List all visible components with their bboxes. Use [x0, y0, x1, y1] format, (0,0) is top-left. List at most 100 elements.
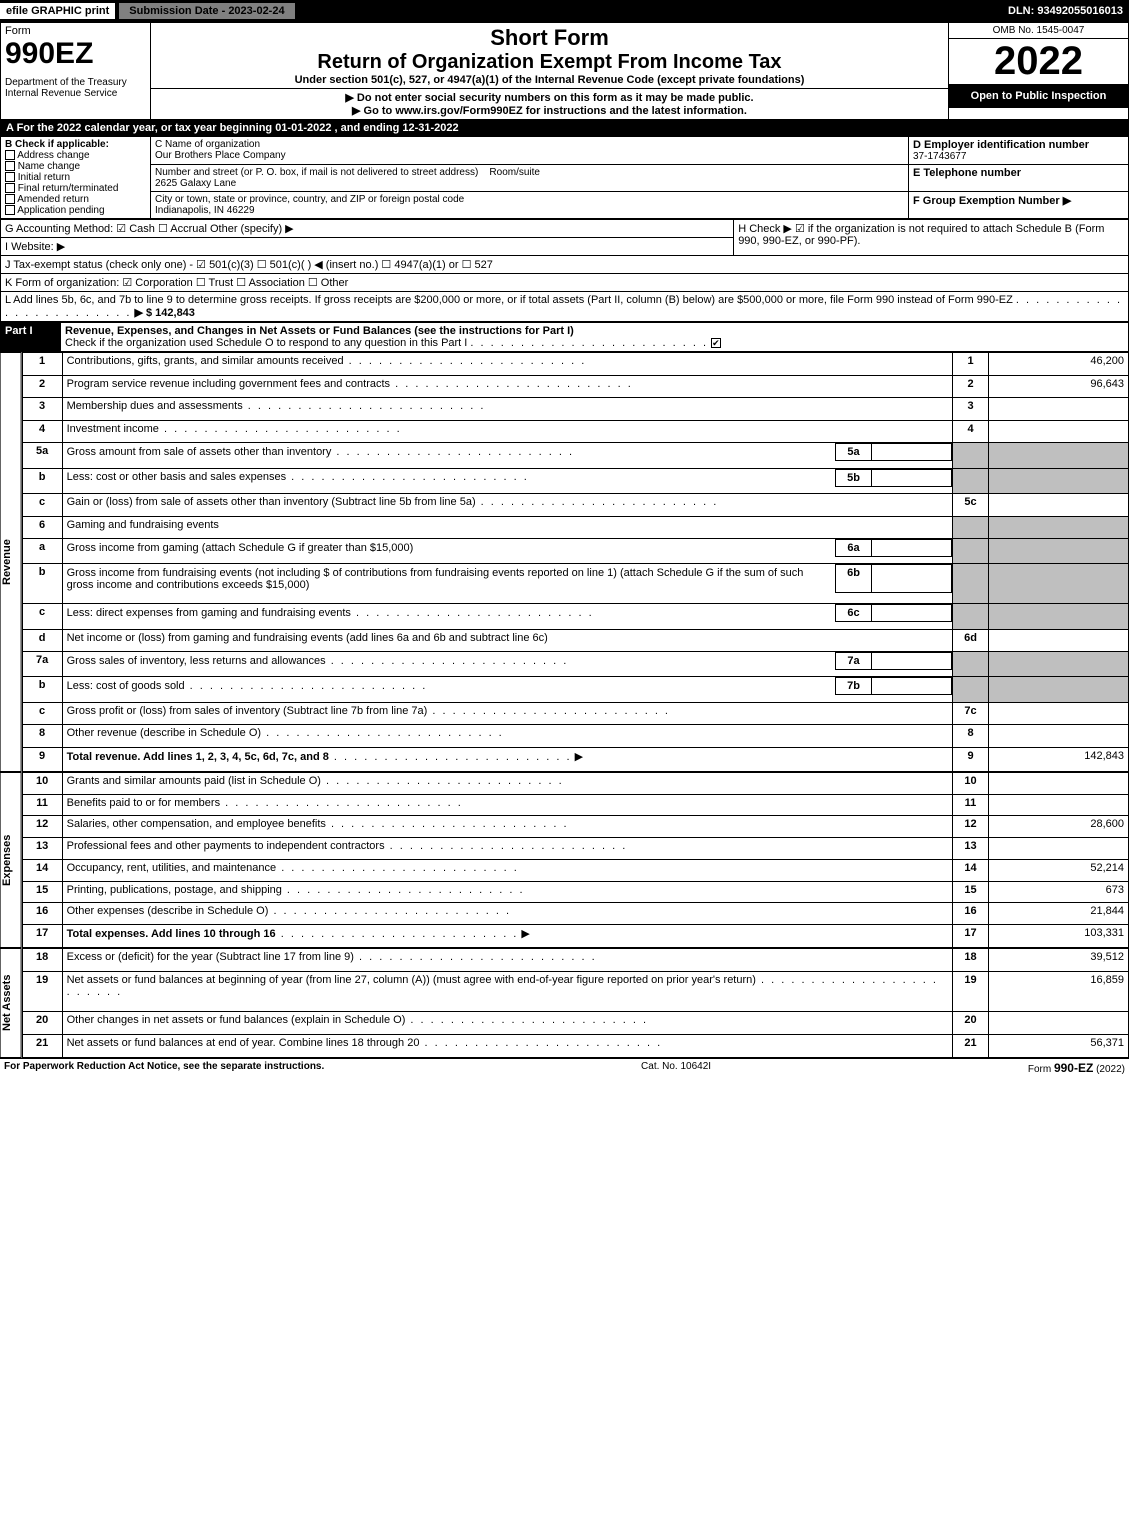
line-5b-sub: 5b [836, 469, 872, 486]
dln-label: DLN: 93492055016013 [1008, 5, 1129, 17]
line-13-val [989, 838, 1129, 860]
form-number: 990EZ [5, 37, 146, 71]
line-21-desc: Net assets or fund balances at end of ye… [67, 1037, 420, 1049]
form-id-cell: Form 990EZ Department of the Treasury In… [1, 23, 151, 120]
line-9-val: 142,843 [989, 747, 1129, 771]
line-5b-desc: Less: cost or other basis and sales expe… [67, 471, 287, 483]
section-c-name: C Name of organization Our Brothers Plac… [151, 137, 909, 165]
line-15-desc: Printing, publications, postage, and shi… [67, 884, 282, 896]
room-label: Room/suite [489, 167, 540, 178]
line-11-desc: Benefits paid to or for members [67, 797, 220, 809]
header-table: Form 990EZ Department of the Treasury In… [0, 22, 1129, 120]
line-6a-desc: Gross income from gaming (attach Schedul… [67, 542, 414, 554]
line-3-val [989, 398, 1129, 421]
section-d: D Employer identification number 37-1743… [909, 137, 1129, 165]
line-14-desc: Occupancy, rent, utilities, and maintena… [67, 862, 277, 874]
footer-left: For Paperwork Reduction Act Notice, see … [4, 1061, 324, 1075]
section-h: H Check ▶ ☑ if the organization is not r… [734, 220, 1129, 256]
netassets-label: Net Assets [0, 948, 22, 1058]
line-2-desc: Program service revenue including govern… [67, 378, 390, 390]
line-2-val: 96,643 [989, 375, 1129, 398]
group-label: F Group Exemption Number ▶ [913, 195, 1071, 207]
line-17-desc: Total expenses. Add lines 10 through 16 [67, 928, 276, 940]
street-label: Number and street (or P. O. box, if mail… [155, 167, 478, 178]
line-20-val [989, 1011, 1129, 1034]
top-bar: efile GRAPHIC print Submission Date - 20… [0, 0, 1129, 22]
line-18-val: 39,512 [989, 949, 1129, 972]
line-10-val [989, 773, 1129, 795]
org-name: Our Brothers Place Company [155, 150, 904, 161]
line-8-desc: Other revenue (describe in Schedule O) [67, 727, 261, 739]
line-12-val: 28,600 [989, 816, 1129, 838]
part1-label: Part I [1, 323, 61, 352]
section-f: F Group Exemption Number ▶ [909, 192, 1129, 219]
line-6c-sub: 6c [836, 605, 872, 622]
section-l: L Add lines 5b, 6c, and 7b to line 9 to … [1, 292, 1129, 322]
check-name[interactable]: Name change [5, 161, 146, 172]
line-7c-val [989, 702, 1129, 725]
line-3-desc: Membership dues and assessments [67, 400, 243, 412]
line-7c-rnum: 7c [953, 702, 989, 725]
goto-link[interactable]: ▶ Go to www.irs.gov/Form990EZ for instru… [155, 104, 944, 117]
line-20-desc: Other changes in net assets or fund bala… [67, 1014, 406, 1026]
line-6a-sub: 6a [836, 540, 872, 557]
under-section: Under section 501(c), 527, or 4947(a)(1)… [155, 74, 944, 86]
check-final[interactable]: Final return/terminated [5, 183, 146, 194]
expense-lines: 10Grants and similar amounts paid (list … [22, 772, 1129, 948]
line-9-desc: Total revenue. Add lines 1, 2, 3, 4, 5c,… [67, 751, 329, 763]
section-b: B Check if applicable: Address change Na… [1, 137, 151, 219]
line-21-val: 56,371 [989, 1034, 1129, 1057]
line-15-val: 673 [989, 881, 1129, 903]
phone-label: E Telephone number [913, 167, 1021, 179]
efile-label[interactable]: efile GRAPHIC print [0, 3, 115, 19]
city-value: Indianapolis, IN 46229 [155, 205, 904, 216]
instructions-cell: ▶ Do not enter social security numbers o… [151, 89, 949, 120]
check-initial[interactable]: Initial return [5, 172, 146, 183]
line-6d-val [989, 629, 1129, 652]
open-inspection: Open to Public Inspection [949, 84, 1128, 108]
short-form-title: Short Form [155, 25, 944, 51]
entity-table: B Check if applicable: Address change Na… [0, 136, 1129, 219]
line-14-val: 52,214 [989, 859, 1129, 881]
section-a: A For the 2022 calendar year, or tax yea… [0, 120, 1129, 136]
line-10-desc: Grants and similar amounts paid (list in… [67, 775, 321, 787]
line-5a-sub: 5a [836, 444, 872, 461]
check-pending[interactable]: Application pending [5, 205, 146, 216]
section-e: E Telephone number [909, 165, 1129, 192]
line-7a-desc: Gross sales of inventory, less returns a… [67, 655, 326, 667]
line-6-desc: Gaming and fundraising events [62, 516, 952, 539]
line-19-val: 16,859 [989, 972, 1129, 1012]
form-word: Form [5, 25, 146, 37]
section-c-street: Number and street (or P. O. box, if mail… [151, 165, 909, 192]
line-18-desc: Excess or (deficit) for the year (Subtra… [67, 951, 354, 963]
revenue-label: Revenue [0, 352, 22, 772]
expenses-label: Expenses [0, 772, 22, 948]
line-5c-val [989, 493, 1129, 516]
part1-header: Part I Revenue, Expenses, and Changes in… [0, 322, 1129, 352]
footer-mid: Cat. No. 10642I [641, 1061, 711, 1075]
section-g: G Accounting Method: ☑ Cash ☐ Accrual Ot… [1, 220, 734, 238]
schedo-check[interactable] [711, 338, 721, 348]
part1-title-cell: Revenue, Expenses, and Changes in Net As… [61, 323, 1129, 352]
omb-number: OMB No. 1545-0047 [949, 23, 1128, 39]
line-6d-rnum: 6d [953, 629, 989, 652]
line-4-desc: Investment income [67, 423, 159, 435]
footer-right: Form 990-EZ (2022) [1028, 1061, 1125, 1075]
return-title: Return of Organization Exempt From Incom… [155, 51, 944, 74]
submission-date: Submission Date - 2023-02-24 [119, 3, 294, 19]
title-cell: Short Form Return of Organization Exempt… [151, 23, 949, 89]
line-4-val [989, 420, 1129, 443]
line-5c-rnum: 5c [953, 493, 989, 516]
section-l-amount: ▶ $ 142,843 [134, 307, 194, 319]
donot-ssn: ▶ Do not enter social security numbers o… [155, 91, 944, 104]
line-8-val [989, 725, 1129, 748]
line-17-val: 103,331 [989, 924, 1129, 947]
check-address[interactable]: Address change [5, 150, 146, 161]
year-cell: OMB No. 1545-0047 2022 Open to Public In… [949, 23, 1129, 120]
section-i: I Website: ▶ [1, 238, 734, 256]
check-amended[interactable]: Amended return [5, 194, 146, 205]
line-5c-desc: Gain or (loss) from sale of assets other… [67, 496, 476, 508]
line-16-desc: Other expenses (describe in Schedule O) [67, 905, 269, 917]
netassets-lines: 18Excess or (deficit) for the year (Subt… [22, 948, 1129, 1058]
line-13-desc: Professional fees and other payments to … [67, 840, 385, 852]
